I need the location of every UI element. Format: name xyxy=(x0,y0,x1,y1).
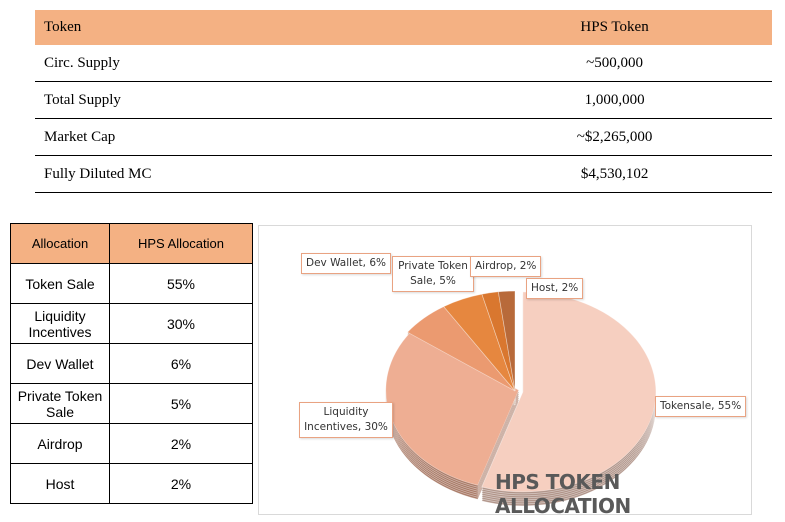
row-label: Host xyxy=(10,463,110,504)
token-table: Token HPS Token Circ. Supply ~500,000 Tot… xyxy=(35,10,772,193)
table-row: Host 2% xyxy=(10,463,253,504)
row-value: 30% xyxy=(109,303,253,344)
label-private-token-sale: Private Token Sale, 5% xyxy=(392,256,474,292)
allocation-table: Allocation HPS Allocation Token Sale 55% … xyxy=(10,223,253,504)
table-row: Fully Diluted MC $4,530,102 xyxy=(35,155,772,193)
row-label: Token Sale xyxy=(10,263,110,304)
table-row: Private Token Sale 5% xyxy=(10,383,253,424)
label-tokensale: Tokensale, 55% xyxy=(655,396,747,417)
row-value: 6% xyxy=(109,343,253,384)
row-label: Private Token Sale xyxy=(10,383,110,424)
header-token: Token xyxy=(35,10,458,45)
label-liquidity-incentives: Liquidity Incentives, 30% xyxy=(299,402,393,438)
row-value: $4,530,102 xyxy=(457,155,772,193)
row-label: Liquidity Incentives xyxy=(10,303,110,344)
row-value: 2% xyxy=(109,423,253,464)
row-value: 1,000,000 xyxy=(457,81,772,119)
header-hps-allocation: HPS Allocation xyxy=(109,223,253,264)
row-value: ~$2,265,000 xyxy=(457,118,772,156)
chart-title: HPS TOKEN ALLOCATION xyxy=(495,470,631,518)
allocation-table-header: Allocation HPS Allocation xyxy=(10,223,253,264)
pie-svg xyxy=(385,290,657,507)
pie-slice-host xyxy=(497,290,516,392)
label-dev-wallet: Dev Wallet, 6% xyxy=(301,253,391,274)
row-value: 55% xyxy=(109,263,253,304)
table-row: Token Sale 55% xyxy=(10,263,253,304)
row-value: ~500,000 xyxy=(457,45,772,82)
table-row: Airdrop 2% xyxy=(10,423,253,464)
label-host: Host, 2% xyxy=(526,278,584,299)
row-label: Fully Diluted MC xyxy=(35,155,458,193)
pie-chart: Dev Wallet, 6% Private Token Sale, 5% Ai… xyxy=(258,225,752,518)
row-label: Market Cap xyxy=(35,118,458,156)
row-value: 2% xyxy=(109,463,253,504)
header-hps-token: HPS Token xyxy=(457,10,772,45)
row-label: Circ. Supply xyxy=(35,45,458,82)
pie-slice-tokensale xyxy=(481,291,657,493)
table-row: Total Supply 1,000,000 xyxy=(35,81,772,119)
header-allocation: Allocation xyxy=(10,223,110,264)
table-row: Circ. Supply ~500,000 xyxy=(35,45,772,82)
row-label: Airdrop xyxy=(10,423,110,464)
row-label: Dev Wallet xyxy=(10,343,110,384)
token-table-header: Token HPS Token xyxy=(35,10,772,45)
label-airdrop: Airdrop, 2% xyxy=(470,256,542,277)
row-value: 5% xyxy=(109,383,253,424)
row-label: Total Supply xyxy=(35,81,458,119)
table-row: Market Cap ~$2,265,000 xyxy=(35,118,772,156)
table-row: Liquidity Incentives 30% xyxy=(10,303,253,344)
table-row: Dev Wallet 6% xyxy=(10,343,253,384)
